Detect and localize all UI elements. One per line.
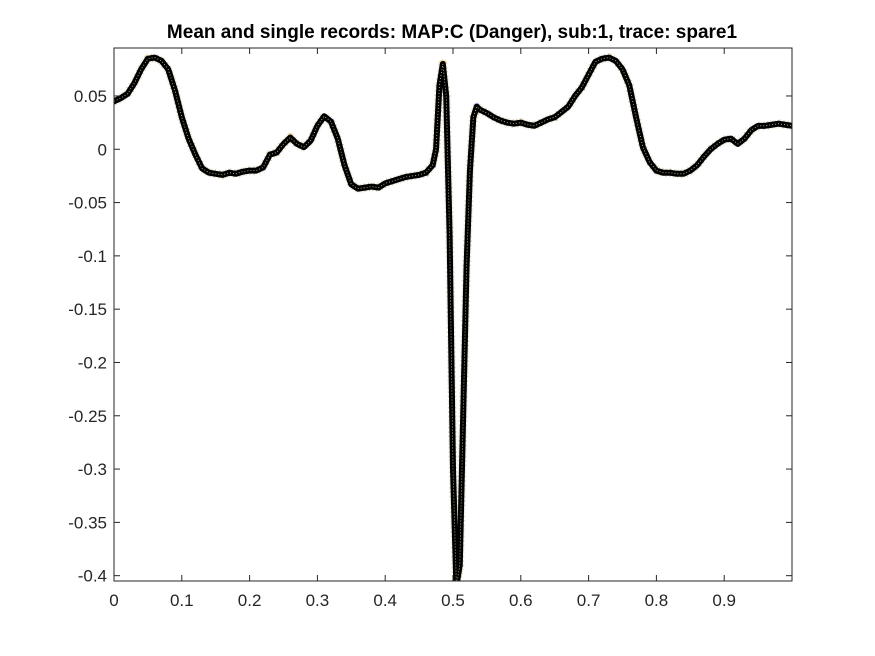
y-tick-label: -0.35 bbox=[68, 513, 107, 532]
x-tick-label: 0.2 bbox=[238, 591, 262, 610]
x-tick-label: 0.9 bbox=[712, 591, 736, 610]
x-tick-label: 0.3 bbox=[306, 591, 330, 610]
x-tick-label: 0.1 bbox=[170, 591, 194, 610]
x-tick-label: 0.8 bbox=[645, 591, 669, 610]
y-tick-label: -0.2 bbox=[78, 353, 107, 372]
y-tick-label: -0.3 bbox=[78, 460, 107, 479]
x-tick-label: 0.4 bbox=[373, 591, 397, 610]
chart-title: Mean and single records: MAP:C (Danger),… bbox=[167, 22, 738, 43]
x-tick-label: 0.7 bbox=[577, 591, 601, 610]
y-tick-label: -0.05 bbox=[68, 194, 107, 213]
y-tick-label: -0.4 bbox=[78, 567, 107, 586]
x-tick-label: 0.5 bbox=[441, 591, 465, 610]
series-0-line bbox=[114, 54, 792, 581]
y-tick-label: 0 bbox=[98, 140, 107, 159]
x-tick-label: 0 bbox=[109, 591, 118, 610]
y-tick-label: 0.05 bbox=[74, 87, 107, 106]
y-tick-label: -0.1 bbox=[78, 247, 107, 266]
plot-area: 0 0.1 0.2 0.3 0.4 0.5 0.6 0.7 0.8 0.9 0.05 0 -0.05 -0… bbox=[68, 47, 793, 610]
y-tick-label: -0.15 bbox=[68, 300, 107, 319]
y-tick-label: -0.25 bbox=[68, 407, 107, 426]
x-tick-label: 0.6 bbox=[509, 591, 533, 610]
